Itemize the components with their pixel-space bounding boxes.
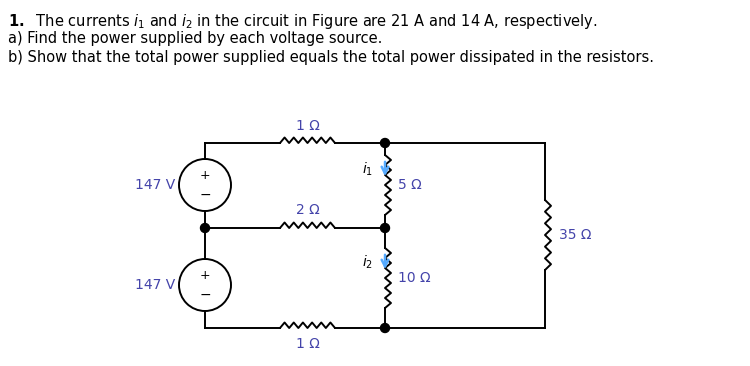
Text: 10 Ω: 10 Ω: [398, 271, 430, 285]
Text: a) Find the power supplied by each voltage source.: a) Find the power supplied by each volta…: [8, 31, 382, 46]
Text: $i_2$: $i_2$: [362, 253, 373, 271]
Circle shape: [380, 138, 389, 147]
Circle shape: [380, 324, 389, 332]
Text: 147 V: 147 V: [135, 178, 175, 192]
Text: 1 Ω: 1 Ω: [296, 337, 320, 351]
Text: +: +: [200, 169, 210, 182]
Text: −: −: [200, 188, 211, 202]
Text: 5 Ω: 5 Ω: [398, 178, 422, 192]
Text: 35 Ω: 35 Ω: [559, 228, 592, 242]
Text: b) Show that the total power supplied equals the total power dissipated in the r: b) Show that the total power supplied eq…: [8, 50, 654, 65]
Text: $\mathbf{1.}$  The currents $i_1$ and $i_2$ in the circuit in Figure are 21 A an: $\mathbf{1.}$ The currents $i_1$ and $i_…: [8, 12, 598, 31]
Text: 147 V: 147 V: [135, 278, 175, 292]
Text: −: −: [200, 288, 211, 302]
Text: $i_1$: $i_1$: [362, 160, 373, 178]
Circle shape: [200, 224, 209, 232]
Circle shape: [380, 224, 389, 232]
Text: 1 Ω: 1 Ω: [296, 119, 320, 133]
Text: +: +: [200, 269, 210, 283]
Text: 2 Ω: 2 Ω: [296, 203, 320, 217]
